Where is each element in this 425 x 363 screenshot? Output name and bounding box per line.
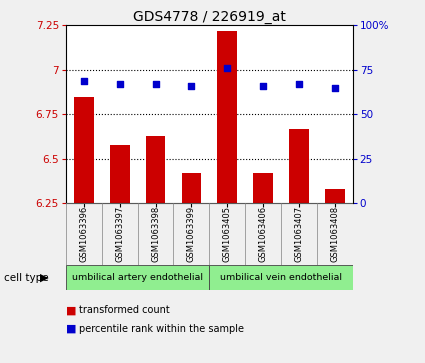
Text: ▶: ▶ <box>40 273 49 283</box>
Text: percentile rank within the sample: percentile rank within the sample <box>79 323 244 334</box>
Text: GSM1063397: GSM1063397 <box>115 206 124 262</box>
Bar <box>146 136 165 203</box>
Text: GSM1063405: GSM1063405 <box>223 206 232 262</box>
Point <box>224 65 231 71</box>
Bar <box>209 265 353 290</box>
Bar <box>181 173 201 203</box>
Title: GDS4778 / 226919_at: GDS4778 / 226919_at <box>133 11 286 24</box>
Text: GSM1063407: GSM1063407 <box>295 206 303 262</box>
Text: GSM1063398: GSM1063398 <box>151 206 160 262</box>
Point <box>295 81 302 87</box>
Point <box>152 81 159 87</box>
Point <box>188 83 195 89</box>
Text: GSM1063399: GSM1063399 <box>187 206 196 262</box>
Text: transformed count: transformed count <box>79 305 170 315</box>
Text: GSM1063406: GSM1063406 <box>258 206 268 262</box>
Bar <box>253 173 273 203</box>
Text: ■: ■ <box>66 323 76 334</box>
Text: GSM1063396: GSM1063396 <box>79 206 88 262</box>
Bar <box>110 144 130 203</box>
Bar <box>74 97 94 203</box>
Point <box>116 81 123 87</box>
Text: ■: ■ <box>66 305 76 315</box>
Bar <box>325 189 345 203</box>
Text: umbilical artery endothelial: umbilical artery endothelial <box>72 273 203 282</box>
Text: umbilical vein endothelial: umbilical vein endothelial <box>220 273 342 282</box>
Text: GSM1063408: GSM1063408 <box>330 206 339 262</box>
Bar <box>66 265 209 290</box>
Point <box>260 83 266 89</box>
Text: cell type: cell type <box>4 273 49 283</box>
Bar <box>289 129 309 203</box>
Point <box>80 78 87 83</box>
Point <box>332 85 338 90</box>
Bar <box>217 31 237 203</box>
